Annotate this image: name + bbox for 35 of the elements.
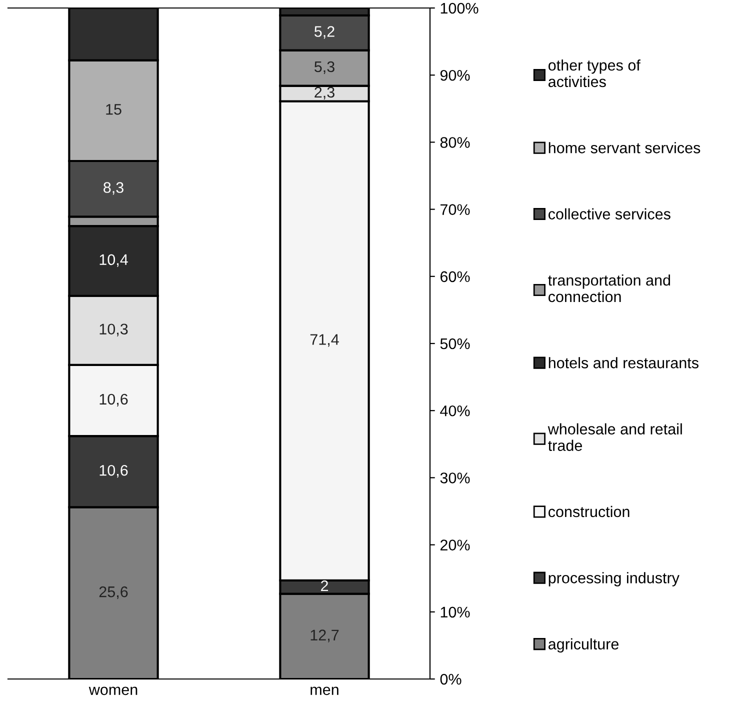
y-tick-label: 40% xyxy=(440,405,470,416)
y-tick-label: 10% xyxy=(440,606,470,618)
y-tick-label: 90% xyxy=(440,70,470,81)
data-label: 10,6 xyxy=(100,394,128,406)
x-tick-label: men xyxy=(310,686,338,696)
data-label: 71,4 xyxy=(310,334,339,347)
data-label: 8,3 xyxy=(104,182,124,195)
y-tick-label: 70% xyxy=(440,204,470,215)
data-label: 2,3 xyxy=(314,86,334,100)
legend-label: wholesale and retail trade xyxy=(548,423,682,451)
data-label: 5,3 xyxy=(314,61,334,74)
x-tick-label: women xyxy=(88,686,138,696)
legend-label: agriculture xyxy=(548,638,619,653)
data-label: 10,4 xyxy=(100,254,128,267)
legend-label: collective services xyxy=(548,208,670,220)
data-label: 12,7 xyxy=(310,630,339,642)
y-tick-label: 100% xyxy=(440,2,478,14)
y-tick-label: 80% xyxy=(440,137,470,148)
legend-label: processing industry xyxy=(548,572,680,586)
data-label: 5,2 xyxy=(314,26,334,39)
data-label: 10,3 xyxy=(100,324,128,336)
legend-label: hotels and restaurants xyxy=(548,357,698,368)
data-label: 15 xyxy=(106,104,122,115)
y-tick-label: 20% xyxy=(440,540,470,550)
legend-label: home servant services xyxy=(548,142,700,154)
data-label: 10,6 xyxy=(100,464,128,478)
legend-label: other types of activities xyxy=(548,59,640,88)
data-label: 2 xyxy=(321,580,328,592)
legend-label: transportation and connection xyxy=(548,274,670,302)
y-tick-label: 60% xyxy=(440,271,470,282)
legend-label: construction xyxy=(548,506,630,518)
y-tick-label: 30% xyxy=(440,472,470,484)
data-label: 25,6 xyxy=(99,586,128,600)
y-tick-label: 50% xyxy=(440,338,470,350)
y-tick-label: 0% xyxy=(440,674,462,685)
